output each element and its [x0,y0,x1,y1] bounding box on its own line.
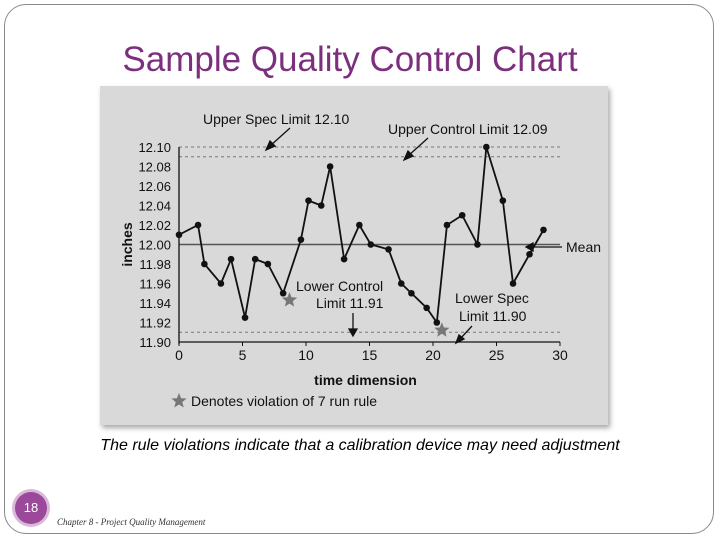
star-icon [171,393,187,408]
slide-title: Sample Quality Control Chart [122,40,578,79]
data-point [201,260,208,268]
data-point [458,211,466,219]
data-point [317,202,325,209]
control-chart: 12.10 12.08 12.06 12.04 12.02 12.00 11.98 11.96… [119,111,601,409]
series-line-group [175,143,547,337]
y-tick-label: 11.92 [139,316,171,331]
data-point [526,250,533,258]
y-tick-label: 11.98 [139,257,171,272]
data-point [423,304,430,312]
lower-spec-label-line2: Limit 11.90 [459,308,527,324]
y-tick-label: 12.08 [138,160,171,175]
x-tick-label: 0 [175,347,183,363]
x-tick-label: 15 [362,347,378,363]
x-tick-label: 5 [239,347,247,363]
data-point [241,314,249,321]
data-point [433,319,441,326]
chart-axes: 12.10 12.08 12.06 12.04 12.02 12.00 11.98 11.96… [119,140,568,388]
mean-label: Mean [566,239,601,255]
annotations: Upper Spec Limit 12.10 Upper Control Lim… [203,111,601,345]
slide-caption: The rule violations indicate that a cali… [100,437,620,454]
data-point [408,289,415,297]
x-axis-label: time dimension [314,372,417,388]
data-point [356,221,363,229]
x-tick-label: 30 [552,347,568,363]
annotation-arrows [264,127,562,345]
y-tick-label: 12.00 [138,238,171,253]
data-point [297,236,305,243]
violation-star-icon [434,322,450,337]
y-tick-label: 12.06 [138,179,171,194]
data-point [367,241,375,248]
data-point [509,280,517,287]
y-axis-label: inches [119,222,135,267]
upper-control-label: Upper Control Limit 12.09 [388,121,548,137]
lower-control-label-line1: Lower Control [296,278,383,294]
data-point [279,289,287,297]
data-point [385,246,392,253]
data-point [483,143,490,151]
data-point [474,241,481,248]
data-point [264,260,272,268]
data-point [397,280,405,287]
y-tick-label: 11.96 [139,277,171,292]
violation-star-icon [281,292,298,307]
legend-text: Denotes violation of 7 run rule [191,393,377,409]
lower-spec-label-line1: Lower Spec [455,290,529,306]
data-point [443,221,451,229]
data-point [540,226,547,234]
data-point [175,231,183,239]
y-tick-label: 12.04 [138,199,171,214]
chart-panel: 12.10 12.08 12.06 12.04 12.02 12.00 11.98 11.96… [100,86,608,425]
footer-text: Chapter 8 - Project Quality Management [57,517,206,527]
y-tick-label: 11.94 [139,296,171,311]
page-number-badge: 18 [15,492,47,524]
data-point [326,163,334,170]
x-tick-label: 10 [298,347,314,363]
slide-frame [4,4,714,534]
y-tick-label: 12.10 [138,140,171,155]
x-tick-label: 25 [489,347,505,363]
legend: Denotes violation of 7 run rule [171,393,377,409]
legend-star-icon [171,393,187,408]
x-tick-label: 20 [425,347,441,363]
data-point [340,255,348,263]
data-point [251,255,259,263]
data-point [227,255,235,263]
y-tick-label: 12.02 [138,218,171,233]
data-point [217,280,225,287]
data-point [194,221,202,229]
y-tick-label: 11.90 [139,335,171,350]
data-point [499,197,507,204]
data-point [305,197,312,204]
lower-control-label-line2: Limit 11.91 [316,295,384,311]
upper-spec-label: Upper Spec Limit 12.10 [203,111,350,127]
